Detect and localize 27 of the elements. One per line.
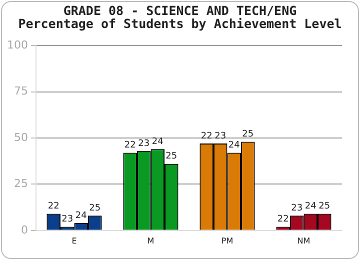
- x-tick-label: M: [147, 236, 154, 246]
- y-tick-label: 50: [14, 130, 28, 144]
- x-tick-label: NM: [297, 236, 310, 246]
- series-label: 24: [228, 140, 240, 151]
- text: 24: [152, 136, 164, 147]
- text: 24: [75, 210, 87, 221]
- text: 22: [277, 214, 289, 225]
- text: 25: [242, 130, 254, 140]
- text: 23: [214, 131, 226, 142]
- series-label: 22: [124, 140, 136, 151]
- text: 25: [318, 202, 330, 212]
- series-label: 23: [62, 214, 74, 225]
- text: 23: [291, 203, 303, 214]
- x-tick-label: PM: [221, 236, 234, 246]
- y-tick-label: 0: [20, 223, 28, 236]
- text: 22: [48, 202, 60, 212]
- chart-subtitle: Percentage of Students by Achievement Level: [17, 16, 343, 31]
- text: 23: [138, 138, 150, 149]
- y-tick-label: 75: [14, 84, 28, 98]
- x-tick-label: E: [72, 236, 77, 246]
- series-label: 25: [89, 203, 101, 214]
- y-tick-label: 100: [6, 38, 28, 52]
- text: 25: [166, 152, 178, 162]
- text: 24: [304, 202, 316, 212]
- text: 22: [200, 131, 212, 142]
- chart-title: GRADE 08 - SCIENCE AND TECH/ENG: [62, 3, 298, 18]
- y-tick-label: 25: [14, 177, 28, 190]
